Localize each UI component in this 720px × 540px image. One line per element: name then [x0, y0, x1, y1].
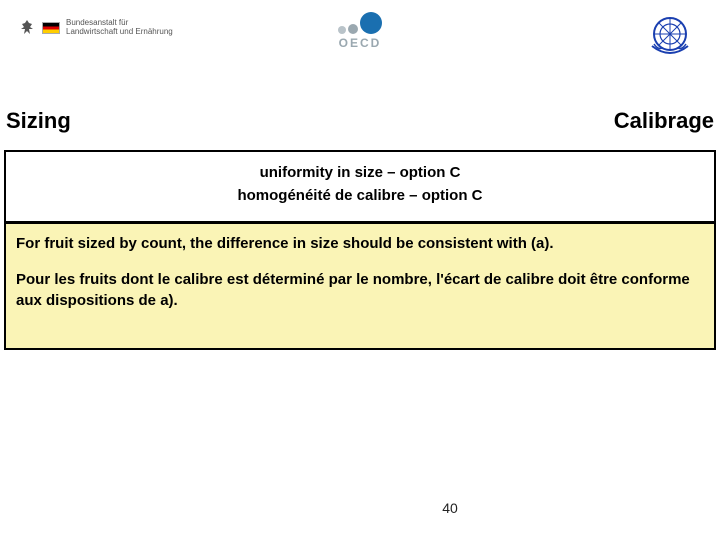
- subtitle-fr: homogénéité de calibre – option C: [14, 185, 706, 208]
- subtitle-en: uniformity in size – option C: [14, 162, 706, 185]
- body-fr: Pour les fruits dont le calibre est déte…: [16, 270, 704, 311]
- title-row: Sizing Calibrage: [6, 108, 714, 134]
- subtitle-box: uniformity in size – option C homogénéit…: [4, 150, 716, 223]
- un-emblem-icon: [644, 12, 696, 60]
- agency-name: Bundesanstalt für Landwirtschaft und Ern…: [66, 19, 173, 37]
- flag-icon: [42, 22, 60, 34]
- body-en: For fruit sized by count, the difference…: [16, 234, 704, 254]
- oecd-dots-icon: [338, 12, 382, 34]
- logo-oecd: OECD: [338, 12, 382, 50]
- oecd-label: OECD: [338, 36, 382, 50]
- page-number: 40: [262, 500, 458, 516]
- eagle-icon: [18, 18, 36, 38]
- agency-line2: Landwirtschaft und Ernährung: [66, 28, 173, 37]
- logo-un: [644, 12, 696, 60]
- slide: Bundesanstalt für Landwirtschaft und Ern…: [0, 0, 720, 540]
- page-number-wrap: 40: [0, 500, 720, 516]
- body-box: For fruit sized by count, the difference…: [4, 222, 716, 350]
- logo-bar: Bundesanstalt für Landwirtschaft und Ern…: [0, 8, 720, 68]
- title-left: Sizing: [6, 108, 71, 134]
- logo-german-agency: Bundesanstalt für Landwirtschaft und Ern…: [18, 18, 173, 38]
- title-right: Calibrage: [614, 108, 714, 134]
